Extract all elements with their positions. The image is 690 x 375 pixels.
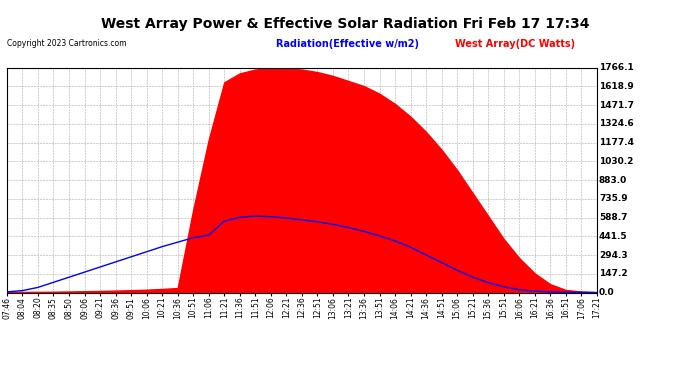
Text: 441.5: 441.5 (599, 232, 627, 241)
Text: 1471.7: 1471.7 (599, 100, 634, 109)
Text: 0.0: 0.0 (599, 288, 615, 297)
Text: 883.0: 883.0 (599, 176, 627, 184)
Text: Copyright 2023 Cartronics.com: Copyright 2023 Cartronics.com (7, 39, 126, 48)
Text: West Array(DC Watts): West Array(DC Watts) (455, 39, 575, 50)
Text: 735.9: 735.9 (599, 194, 627, 203)
Text: Radiation(Effective w/m2): Radiation(Effective w/m2) (276, 39, 419, 50)
Text: 294.3: 294.3 (599, 251, 627, 260)
Text: 1030.2: 1030.2 (599, 157, 633, 166)
Text: West Array Power & Effective Solar Radiation Fri Feb 17 17:34: West Array Power & Effective Solar Radia… (101, 17, 589, 31)
Text: 1177.4: 1177.4 (599, 138, 634, 147)
Text: 1766.1: 1766.1 (599, 63, 633, 72)
Text: 1324.6: 1324.6 (599, 119, 633, 128)
Text: 1618.9: 1618.9 (599, 82, 633, 91)
Text: 588.7: 588.7 (599, 213, 627, 222)
Text: 147.2: 147.2 (599, 269, 627, 278)
